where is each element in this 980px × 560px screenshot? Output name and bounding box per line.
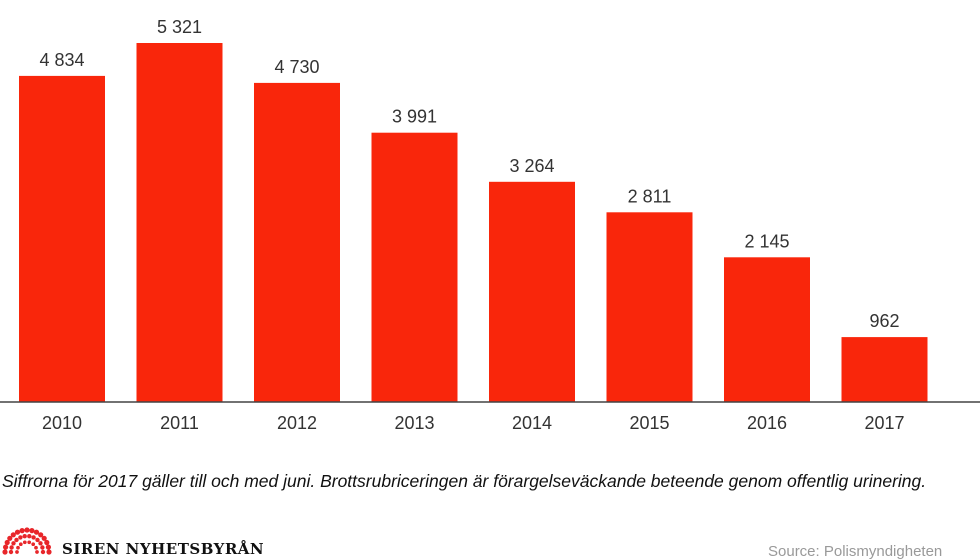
x-tick-labels-group: 2010 2011 2012 2013 2014 2015 2016 2017 [42,413,905,433]
x-tick-label-2016: 2016 [747,413,787,433]
bar-2015 [606,212,693,402]
bar-2014 [489,181,575,402]
value-label-2015: 2 811 [628,186,672,206]
value-label-2014: 3 264 [509,156,554,176]
source-credit: Source: Polismyndigheten [768,543,943,560]
value-label-2010: 4 834 [39,50,84,70]
bar-2012 [254,82,340,403]
x-tick-label-2010: 2010 [42,413,82,433]
bar-2017 [841,337,928,402]
x-tick-label-2017: 2017 [864,413,904,433]
bar-2010 [19,75,105,403]
value-label-2012: 4 730 [274,57,319,77]
x-tick-label-2011: 2011 [160,413,199,433]
x-tick-label-2015: 2015 [629,413,669,433]
bar-2016 [724,257,810,402]
x-tick-label-2014: 2014 [512,413,552,433]
logo-text: SIREN NYHETSBYRÅN [62,540,265,558]
footnote: Siffrorna för 2017 gäller till och med j… [2,471,927,491]
value-label-2017: 962 [869,311,899,331]
value-labels-group: 4 834 5 321 4 730 3 991 3 264 2 811 2 145 962 [39,17,899,331]
bar-2013 [371,132,458,402]
value-label-2011: 5 321 [157,17,202,37]
bars-group [19,43,928,403]
x-tick-label-2013: 2013 [394,413,434,433]
siren-logo-icon [2,527,52,555]
value-label-2013: 3 991 [392,107,437,127]
bar-2011 [136,43,223,402]
siren-logo: SIREN NYHETSBYRÅN [0,524,264,558]
x-tick-label-2012: 2012 [277,413,317,433]
value-label-2016: 2 145 [744,231,789,251]
bar-chart: 4 834 5 321 4 730 3 991 3 264 2 811 2 145 962 2… [0,17,980,433]
